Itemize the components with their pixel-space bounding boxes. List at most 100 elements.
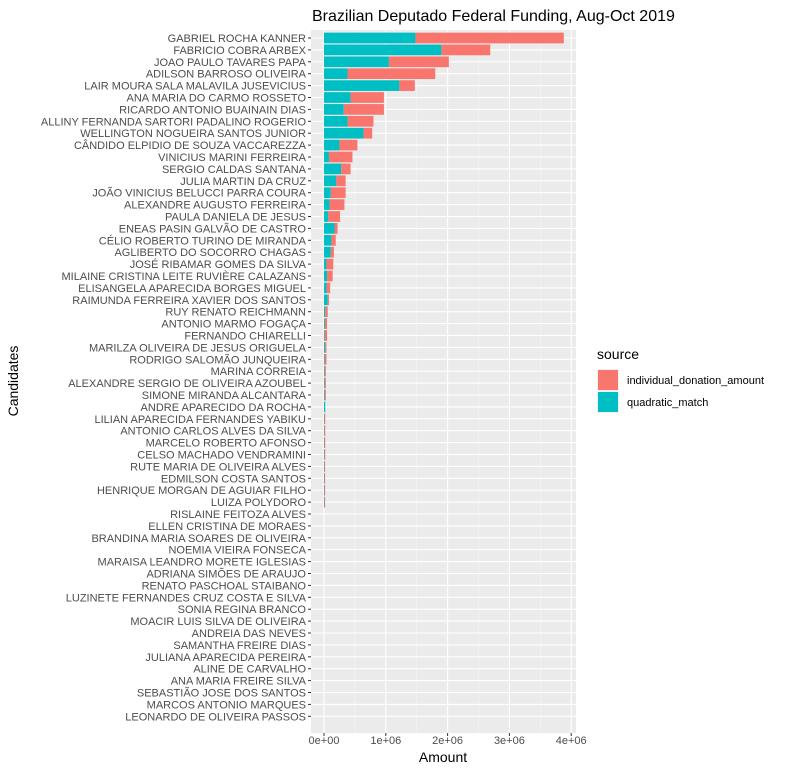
chart-title: Brazilian Deputado Federal Funding, Aug-…: [312, 8, 675, 25]
y-tick-label: SAMANTHA FREIRE DIAS: [173, 640, 306, 652]
y-tick-label: ALEXANDRE AUGUSTO FERREIRA: [124, 200, 307, 212]
y-tick-label: ALEXANDRE SERGIO DE OLIVEIRA AZOUBEL: [68, 378, 306, 390]
y-tick-label: LUZINETE FERNANDES CRUZ COSTA E SILVA: [66, 592, 307, 604]
y-tick-label: ANTONIO CARLOS ALVES DA SILVA: [120, 426, 306, 438]
bar-individual-donation: [339, 139, 358, 151]
y-tick-label: JULIA MARTIN DA CRUZ: [180, 176, 306, 188]
y-tick-label: GABRIEL ROCHA KANNER: [168, 33, 306, 45]
bar-quadratic-match: [324, 199, 330, 210]
bar-quadratic-match: [324, 389, 325, 401]
bar-individual-donation: [325, 342, 327, 353]
bar-quadratic-match: [324, 246, 331, 258]
bar-quadratic-match: [324, 68, 348, 80]
bar-individual-donation: [324, 496, 326, 508]
y-tick-label: LUIZA POLYDORO: [211, 497, 307, 509]
bar-quadratic-match: [324, 330, 325, 341]
bar-individual-donation: [325, 306, 328, 318]
legend-title: source: [597, 346, 639, 362]
y-tick-label: RISLAINE FEITOZA ALVES: [170, 509, 306, 521]
bar-individual-donation: [324, 330, 328, 341]
bar-individual-donation: [326, 282, 331, 294]
y-tick-label: ANDRE APARECIDO DA ROCHA: [141, 402, 307, 414]
bar-individual-donation: [324, 461, 326, 472]
bar-quadratic-match: [324, 211, 329, 222]
bar-quadratic-match: [324, 318, 325, 329]
bar-quadratic-match: [324, 92, 351, 103]
y-tick-label: ANA MARIA DO CARMO ROSSETO: [127, 93, 307, 105]
bar-quadratic-match: [324, 234, 332, 246]
y-tick-label: ANTONIO MARMO FOGAÇA: [161, 319, 306, 331]
y-tick-label: RENATO PASCHOAL STAIBANO: [142, 580, 307, 592]
bar-individual-donation: [347, 68, 436, 80]
bar-individual-donation: [415, 32, 564, 44]
y-tick-label: LILIAN APARECIDA FERNANDES YABIKU: [94, 414, 306, 426]
legend-entries: individual_donation_amount quadratic_matc…: [597, 369, 764, 413]
y-tick-label: ELISANGELA APARECIDA BORGES MIGUEL: [78, 283, 306, 295]
y-tick-label: MARAISA LEANDRO MORETE IGLESIAS: [98, 557, 306, 569]
y-tick-label: LEONARDO DE OLIVEIRA PASSOS: [125, 711, 306, 723]
y-tick-label: MARCOS ANTONIO MARQUES: [147, 699, 306, 711]
y-tick-label: FABRICIO COBRA ARBEX: [173, 45, 306, 57]
y-tick-label: SONIA REGINA BRANCO: [178, 604, 307, 616]
bar-individual-donation: [441, 44, 491, 56]
bar-quadratic-match: [324, 163, 342, 175]
y-tick-label: PAULA DANIELA DE JESUS: [165, 212, 306, 224]
bar-individual-donation: [329, 199, 345, 210]
bar-individual-donation: [324, 318, 328, 329]
bar-quadratic-match: [324, 282, 327, 294]
y-tick-label: MILAINE CRISTINA LEITE RUVIÈRE CALAZANS: [61, 270, 306, 283]
y-tick-label: AGLIBERTO DO SOCORRO CHAGAS: [114, 247, 306, 259]
y-axis-title: Candidates: [5, 346, 21, 417]
y-tick-label: MOACIR LUIS SILVA DE OLIVEIRA: [130, 616, 306, 628]
bar-individual-donation: [399, 80, 415, 91]
bars: [324, 32, 564, 508]
y-tick-label: CÉLIO ROBERTO TURINO DE MIRANDA: [99, 234, 307, 247]
y-tick-label: HENRIQUE MORGAN DE AGUIAR FILHO: [97, 485, 306, 497]
bar-quadratic-match: [324, 56, 389, 68]
bar-quadratic-match: [324, 80, 400, 91]
y-tick-label: WELLINGTON NOGUEIRA SANTOS JUNIOR: [80, 128, 306, 140]
x-tick-label: 1e+06: [370, 735, 401, 747]
y-tick-label: NOEMIA VIEIRA FONSECA: [168, 545, 306, 557]
bar-quadratic-match: [324, 187, 331, 199]
bar-quadratic-match: [324, 401, 326, 413]
legend-label: quadratic_match: [627, 397, 708, 409]
bar-individual-donation: [341, 163, 351, 175]
bar-individual-donation: [324, 437, 326, 448]
legend-key: [598, 392, 618, 412]
bar-individual-donation: [326, 258, 334, 270]
bar-quadratic-match: [324, 365, 325, 377]
bar-individual-donation: [330, 187, 346, 199]
bar-individual-donation: [330, 246, 334, 258]
bar-quadratic-match: [324, 294, 328, 306]
y-tick-label: JULIANA APARECIDA PEREIRA: [145, 652, 306, 664]
y-tick-label: JOSÉ RIBAMAR GOMES DA SILVA: [130, 258, 307, 271]
bar-individual-donation: [327, 270, 333, 282]
y-tick-label: SIMONE MIRANDA ALCANTARA: [142, 390, 307, 402]
bar-quadratic-match: [324, 127, 364, 139]
bar-individual-donation: [343, 104, 384, 115]
y-tick-label: ADILSON BARROSO OLIVEIRA: [146, 69, 307, 81]
legend-label: individual_donation_amount: [627, 375, 764, 387]
y-tick-label: JOÃO VINICIUS BELUCCI PARRA COURA: [92, 187, 306, 200]
y-tick-label: FERNANDO CHIARELLI: [184, 331, 306, 343]
bar-quadratic-match: [324, 377, 325, 389]
bar-individual-donation: [328, 151, 353, 163]
y-tick-label: RODRIGO SALOMÃO JUNQUEIRA: [129, 353, 306, 366]
y-tick-label: MARILZA OLIVEIRA DE JESUS ORIGUELA: [89, 342, 307, 354]
bar-quadratic-match: [324, 151, 329, 163]
y-tick-label: LAIR MOURA SALA MALAVILA JUSEVICIUS: [84, 81, 306, 93]
legend-key: [598, 370, 618, 390]
bar-individual-donation: [388, 56, 449, 68]
x-tick-label: 3e+06: [494, 735, 525, 747]
y-tick-label: VINICIUS MARINI FERREIRA: [158, 152, 307, 164]
y-tick-label: ALLINY FERNANDA SARTORI PADALINO ROGERIO: [41, 116, 307, 128]
bar-individual-donation: [331, 234, 336, 246]
bar-individual-donation: [363, 127, 373, 139]
bar-quadratic-match: [324, 104, 344, 115]
x-tick-label: 4e+06: [556, 735, 587, 747]
bar-quadratic-match: [324, 306, 326, 318]
legend: source individual_donation_amountquadrat…: [597, 346, 764, 413]
y-tick-label: ALINE DE CARVALHO: [193, 664, 306, 676]
